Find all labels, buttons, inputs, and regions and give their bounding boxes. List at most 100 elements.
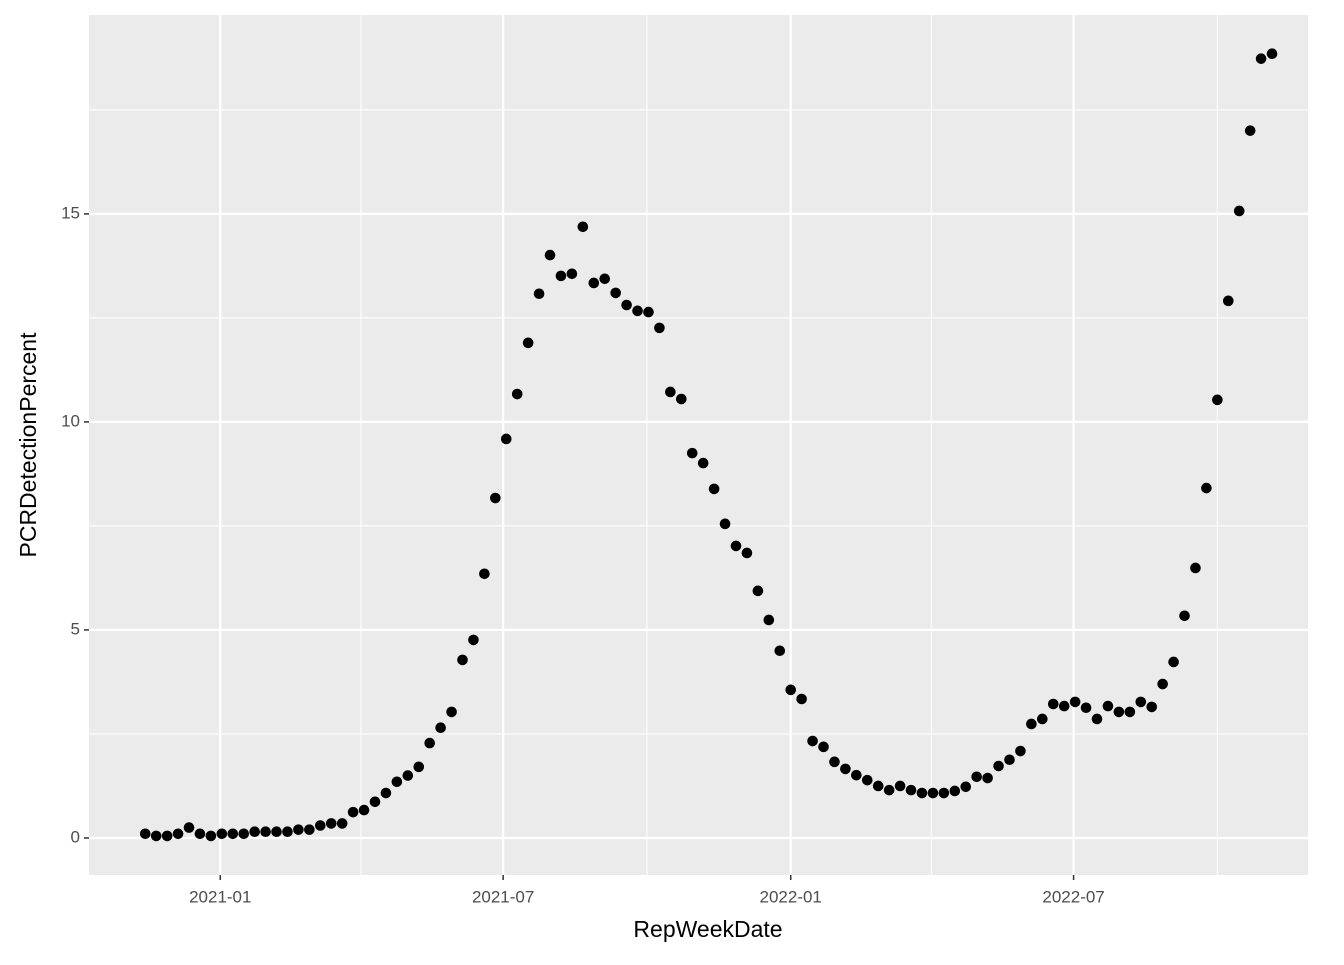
point <box>347 806 359 818</box>
axes: 0 5 10 15 2021-01 2021-07 2022-01 2022-07 <box>61 203 1105 906</box>
point <box>227 828 239 840</box>
point <box>872 780 884 792</box>
point <box>654 322 665 334</box>
point <box>446 706 457 718</box>
y-axis-title: PCRDetectionPercent <box>15 332 41 558</box>
point <box>161 830 173 842</box>
point <box>1146 701 1158 713</box>
point <box>960 781 972 793</box>
point <box>555 270 567 282</box>
point <box>293 824 304 835</box>
point <box>1080 702 1092 714</box>
point <box>1026 718 1037 730</box>
point <box>314 820 326 831</box>
point <box>533 288 545 300</box>
point <box>861 774 873 786</box>
point <box>1266 48 1278 59</box>
point <box>599 273 611 285</box>
point <box>544 249 556 261</box>
point <box>1244 125 1256 136</box>
point <box>490 492 501 504</box>
point <box>577 221 589 233</box>
point <box>643 306 654 318</box>
x-axis-title: RepWeekDate <box>633 916 782 942</box>
point <box>391 776 403 788</box>
point <box>971 771 982 783</box>
point <box>1179 610 1190 622</box>
y-tick-label: 5 <box>71 619 80 638</box>
point <box>686 447 698 459</box>
point <box>336 818 348 829</box>
point <box>588 277 600 289</box>
point <box>1124 706 1136 718</box>
point <box>1004 754 1015 766</box>
point <box>927 787 939 799</box>
points <box>139 48 1278 842</box>
point <box>150 830 162 842</box>
point <box>938 787 950 799</box>
point <box>610 287 621 299</box>
point <box>676 393 687 405</box>
point <box>1037 713 1048 725</box>
point <box>457 654 468 666</box>
point <box>205 830 217 842</box>
point <box>304 824 315 835</box>
x-tick-label: 2021-07 <box>472 887 534 906</box>
point <box>763 614 775 626</box>
point <box>894 780 906 792</box>
point <box>1168 656 1179 668</box>
x-tick-label: 2021-01 <box>189 887 251 906</box>
point <box>807 735 818 747</box>
point <box>1190 562 1201 574</box>
point <box>1212 394 1223 406</box>
point <box>216 828 228 840</box>
point <box>982 772 993 784</box>
point <box>1255 53 1267 64</box>
point <box>741 547 753 559</box>
point <box>500 433 512 445</box>
point <box>249 826 260 838</box>
point <box>183 822 195 833</box>
point <box>785 684 797 696</box>
point <box>1113 706 1125 718</box>
point <box>402 770 414 781</box>
point <box>1201 482 1212 494</box>
x-tick-label: 2022-07 <box>1042 887 1104 906</box>
point <box>840 763 851 775</box>
point <box>632 305 643 317</box>
point <box>916 787 928 799</box>
point <box>1047 698 1059 710</box>
point <box>774 645 786 657</box>
point <box>435 722 446 734</box>
point <box>851 769 862 781</box>
point <box>260 826 271 838</box>
point <box>621 299 632 311</box>
point <box>271 826 282 838</box>
point <box>380 787 392 799</box>
x-tick-label: 2022-01 <box>760 887 822 906</box>
point <box>829 756 840 768</box>
point <box>949 785 961 797</box>
point <box>1233 205 1245 217</box>
grid <box>89 15 1308 875</box>
point <box>566 268 578 280</box>
point <box>1069 696 1081 708</box>
point <box>511 388 523 400</box>
point <box>719 518 731 530</box>
y-tick-label: 15 <box>61 203 80 222</box>
point <box>1157 678 1168 690</box>
point <box>413 761 425 773</box>
y-tick-label: 10 <box>61 411 80 430</box>
point <box>424 737 435 749</box>
point <box>172 828 184 840</box>
point <box>818 741 829 753</box>
point <box>1015 745 1026 757</box>
point <box>730 540 742 552</box>
point <box>905 784 917 796</box>
point <box>479 568 490 580</box>
point <box>522 337 534 349</box>
y-tick-label: 0 <box>71 827 80 846</box>
point <box>358 804 370 816</box>
point <box>1091 713 1103 725</box>
point <box>665 386 676 398</box>
